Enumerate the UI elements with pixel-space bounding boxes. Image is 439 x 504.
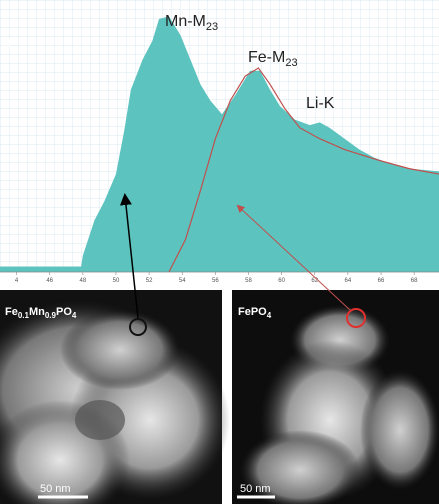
label-sub: 0.1 bbox=[18, 311, 30, 320]
x-tick-label: 56 bbox=[212, 278, 219, 284]
label-sub: 4 bbox=[267, 311, 272, 320]
x-tick-label: 48 bbox=[79, 278, 86, 284]
corner-text: 0. bbox=[2, 35, 15, 52]
x-tick-label: 58 bbox=[245, 278, 252, 284]
scale-label: 50 nm bbox=[40, 483, 71, 495]
x-tick-label: 62 bbox=[311, 278, 318, 284]
annotation: Li-K bbox=[306, 95, 335, 112]
annotation-text: Fe-M bbox=[248, 49, 285, 66]
x-tick-label: 4 bbox=[15, 278, 19, 284]
x-tick-label: 46 bbox=[46, 278, 53, 284]
annotation-sub: 23 bbox=[206, 21, 218, 33]
tem-panel bbox=[232, 290, 439, 504]
x-tick-label: 50 bbox=[113, 278, 120, 284]
x-tick-label: 52 bbox=[146, 278, 153, 284]
x-tick-label: 64 bbox=[345, 278, 352, 284]
x-tick-label: 54 bbox=[179, 278, 186, 284]
annotation-text: Li-K bbox=[306, 95, 335, 112]
label-text: Fe bbox=[5, 306, 18, 318]
tem-panel bbox=[0, 290, 230, 504]
annotation-sub: 23 bbox=[285, 57, 297, 69]
panel-label: FePO4 bbox=[238, 306, 272, 320]
scale-label: 50 nm bbox=[240, 483, 271, 495]
x-tick-label: 66 bbox=[378, 278, 385, 284]
x-tick-label: 68 bbox=[411, 278, 418, 284]
panel-label: Fe0.1Mn0.9PO4 bbox=[5, 306, 77, 320]
label-text: PO bbox=[56, 306, 72, 318]
label-sub: 4 bbox=[72, 311, 77, 320]
figure: 4464850525456586062646668Mn-M23Fe-M23Li-… bbox=[0, 0, 439, 504]
label-text: Mn bbox=[29, 306, 45, 318]
label-sub: 0.9 bbox=[45, 311, 57, 320]
label-text: FePO bbox=[238, 306, 267, 318]
annotation-text: Mn-M bbox=[165, 13, 206, 30]
x-tick-label: 60 bbox=[278, 278, 285, 284]
